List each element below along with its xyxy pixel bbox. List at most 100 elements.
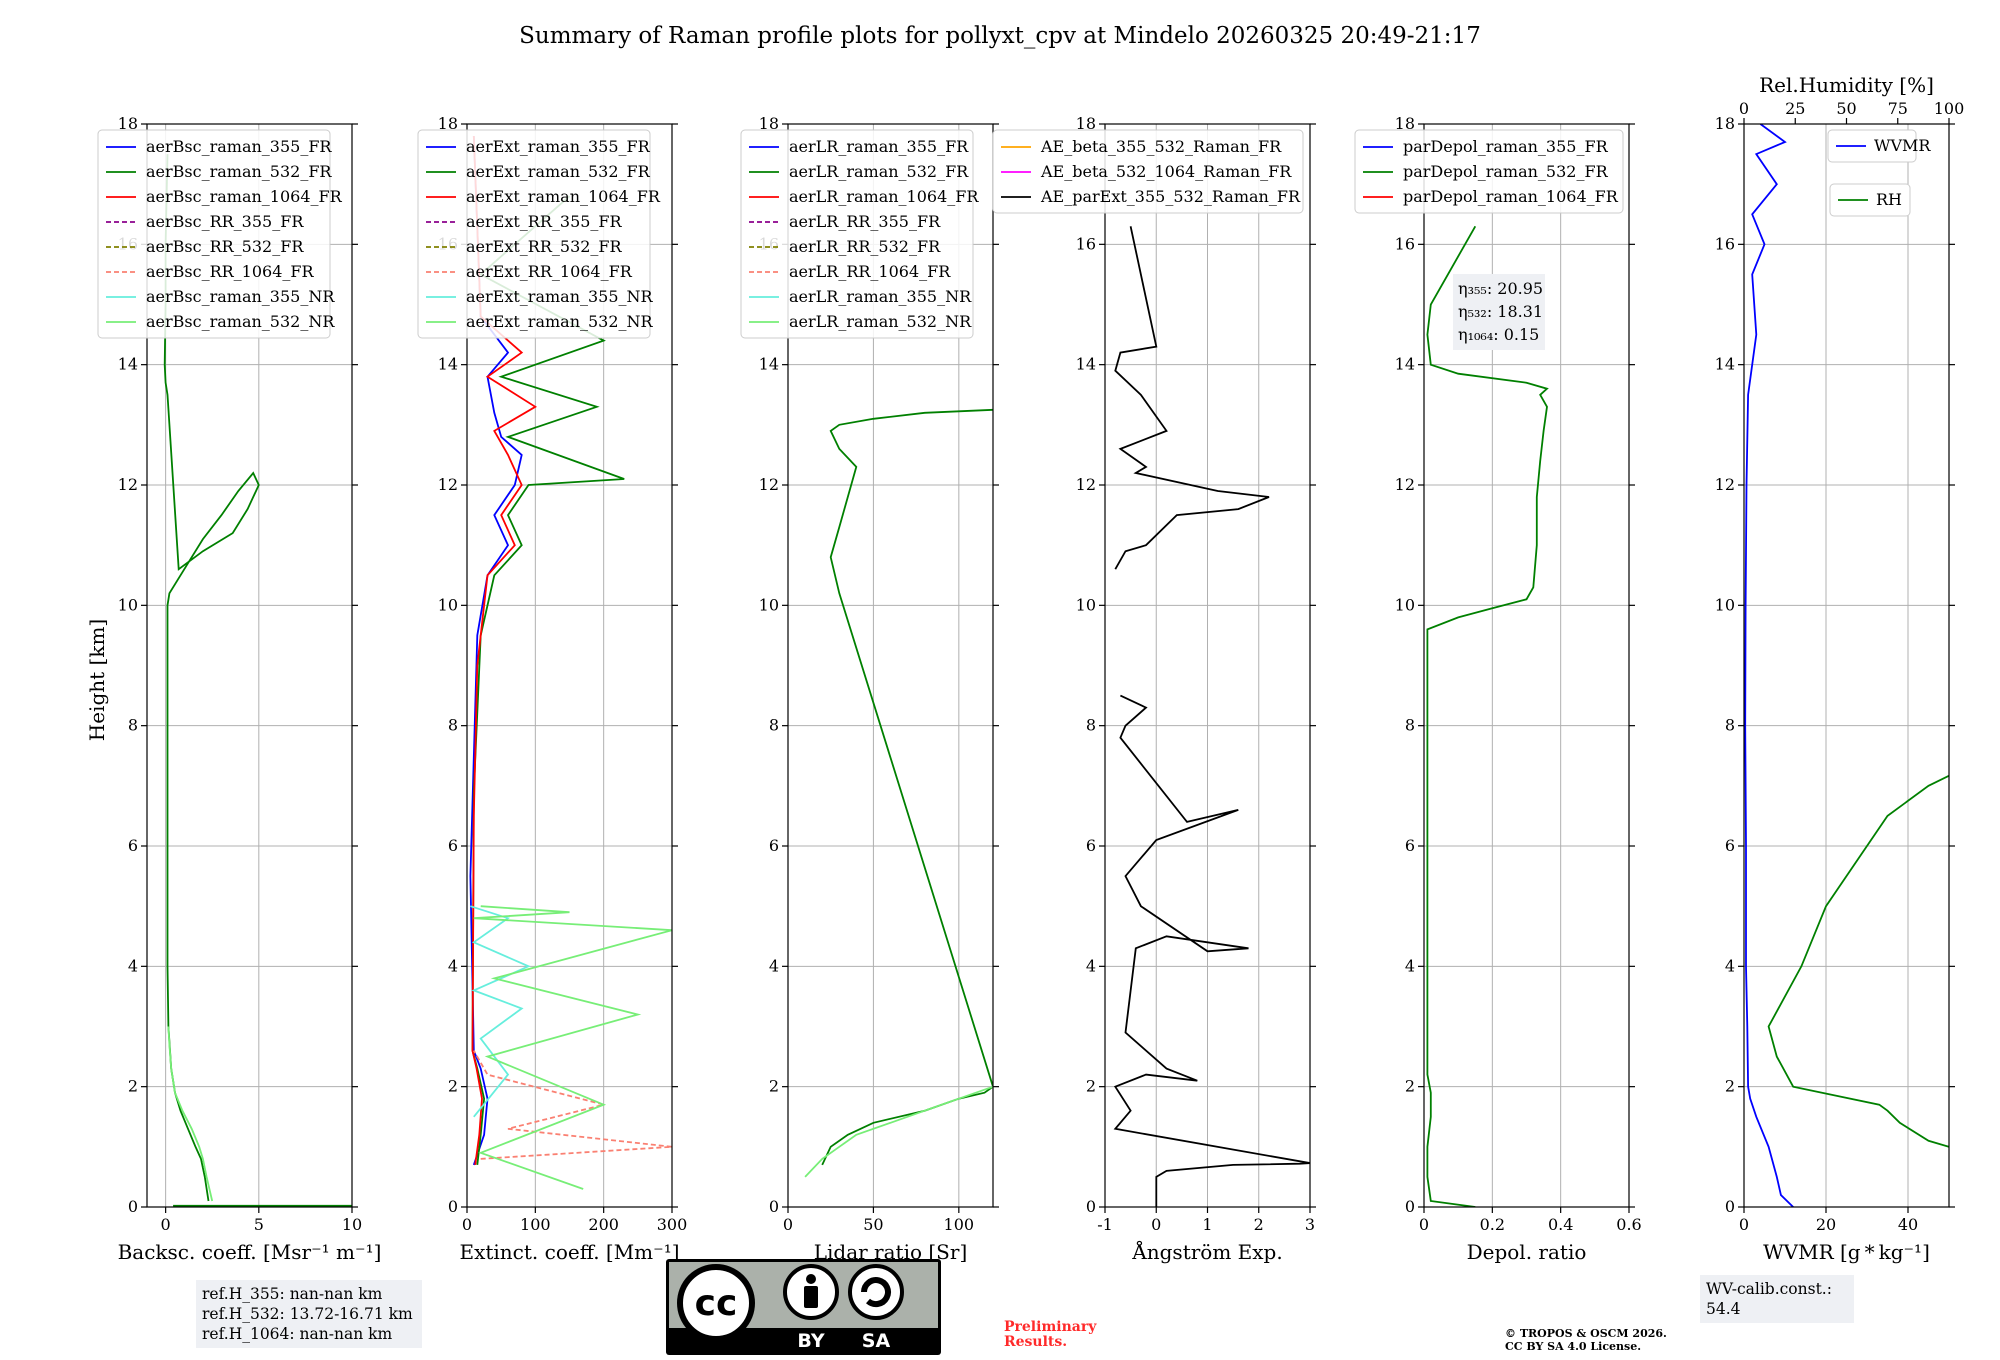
panel-5: 0 0.2 0.4 0.6 0 2 4 6 8 10 12 14 16 18 Depol. ratio par…	[1354, 114, 1642, 1264]
legend-entry: parDepol_raman_1064_FR	[1403, 187, 1619, 206]
y-tick-label: 0	[769, 1197, 779, 1216]
series-group	[1426, 225, 1549, 1207]
axes-frame	[146, 123, 353, 1208]
sa-arrow	[861, 1277, 891, 1308]
legend-entry: aerExt_RR_355_FR	[466, 212, 623, 231]
legend-entry: aerLR_raman_355_FR	[789, 137, 969, 156]
x-axis-label: Extinct. coeff. [Mm⁻¹]	[459, 1240, 679, 1264]
y-tick-label: 16	[1076, 234, 1096, 253]
y-tick-label: 0	[1405, 1197, 1415, 1216]
legend-entry: WVMR	[1874, 136, 1931, 155]
eta-annotation: η₅₃₂: 18.31	[1458, 302, 1543, 321]
legend-entry: aerExt_raman_355_FR	[466, 137, 651, 156]
panel-6: 0 20 40 0 2 4 6 8 10 12 14 16 18 WVMR [g * kg⁻¹] 0 25 50…	[1715, 73, 1965, 1264]
by-person-head	[806, 1274, 816, 1284]
top-tick-label: 75	[1888, 99, 1908, 118]
y-tick-label: 12	[438, 475, 458, 494]
y-tick-label: 0	[128, 1197, 138, 1216]
legend-entry: aerBsc_raman_1064_FR	[146, 187, 343, 206]
legend-entry: aerBsc_RR_532_FR	[146, 237, 304, 256]
y-tick-label: 14	[759, 355, 779, 374]
series-line-aerbsc-raman-532-nr	[167, 1026, 214, 1202]
x-tick-label: 100	[520, 1215, 551, 1234]
y-tick-label: 6	[1405, 836, 1415, 855]
legend-box-wvmr	[1827, 129, 1917, 163]
series-group	[163, 154, 352, 1207]
series-line-wvmr	[1744, 124, 1794, 1207]
y-tick-label: 18	[118, 114, 138, 133]
y-tick-label: 4	[1405, 956, 1415, 975]
legend-box	[992, 129, 1304, 214]
x-tick-label: 40	[1898, 1215, 1918, 1234]
legend-entry: aerExt_RR_1064_FR	[466, 262, 633, 281]
series-line-rh	[1767, 774, 1949, 1148]
y-tick-label: 14	[1395, 355, 1415, 374]
x-tick-label: 0.6	[1616, 1215, 1641, 1234]
legend-entry: aerLR_raman_532_NR	[789, 312, 972, 331]
ref-height-box: ref.H_355: nan-nan km ref.H_532: 13.72-1…	[196, 1280, 422, 1348]
y-tick-label: 6	[128, 836, 138, 855]
y-tick-label: 10	[1715, 595, 1735, 614]
legend-entry: aerExt_raman_355_NR	[466, 287, 654, 306]
x-tick-label: 10	[342, 1215, 362, 1234]
axes-frame	[787, 123, 994, 1208]
ref-h-1064: ref.H_1064: nan-nan km	[202, 1325, 393, 1343]
legend-entry: RH	[1876, 190, 1902, 209]
figure-title: Summary of Raman profile plots for polly…	[519, 23, 1481, 49]
series-line-aerlr-raman-532-fr	[821, 408, 993, 1166]
top-tick-label: 50	[1836, 99, 1856, 118]
y-tick-label: 12	[118, 475, 138, 494]
series-line-aerext-raman-1064-fr	[471, 135, 538, 1166]
preliminary-line-1: Preliminary	[1004, 1319, 1097, 1335]
legend-box	[740, 129, 974, 339]
x-tick-label: 2	[1254, 1215, 1264, 1234]
x-tick-label: 0	[1151, 1215, 1161, 1234]
y-tick-label: 14	[1715, 355, 1735, 374]
legend-entry: aerLR_raman_1064_FR	[789, 187, 979, 206]
x-axis-label: WVMR [g * kg⁻¹]	[1763, 1240, 1930, 1264]
sa-label: SA	[862, 1330, 891, 1352]
x-tick-label: 3	[1305, 1215, 1315, 1234]
y-tick-label: 10	[118, 595, 138, 614]
y-tick-label: 2	[1086, 1077, 1096, 1096]
legend-entry: parDepol_raman_532_FR	[1403, 162, 1609, 181]
y-tick-label: 8	[769, 716, 779, 735]
y-tick-label: 8	[1405, 716, 1415, 735]
series-line-aerext-raman-355-nr	[470, 905, 531, 1118]
preliminary-note: Preliminary Results.	[1004, 1320, 1124, 1350]
series-group	[1113, 226, 1310, 1207]
series-line-pardepol-raman-532-fr	[1426, 225, 1549, 1207]
y-tick-label: 12	[759, 475, 779, 494]
y-tick-label: 8	[1725, 716, 1735, 735]
legend-entry: aerExt_RR_532_FR	[466, 237, 623, 256]
copyright-line-1: © TROPOS & OSCM 2026.	[1505, 1327, 1667, 1340]
series-line-ae-parext-355-532-raman-fr-upper-	[1114, 226, 1270, 570]
legend-entry: AE_parExt_355_532_Raman_FR	[1040, 187, 1301, 206]
axes-frame	[1743, 123, 1950, 1208]
x-tick-label: 0	[1739, 1215, 1749, 1234]
x-tick-label: 200	[588, 1215, 619, 1234]
y-tick-label: 4	[128, 956, 138, 975]
y-tick-label: 2	[448, 1077, 458, 1096]
y-tick-label: 14	[1076, 355, 1096, 374]
legend-entry: AE_beta_532_1064_Raman_FR	[1040, 162, 1292, 181]
y-tick-label: 6	[1725, 836, 1735, 855]
y-tick-label: 18	[438, 114, 458, 133]
y-tick-label: 2	[769, 1077, 779, 1096]
y-tick-label: 8	[448, 716, 458, 735]
x-tick-label: 50	[863, 1215, 883, 1234]
x-tick-label: 0.4	[1548, 1215, 1573, 1234]
y-tick-label: 10	[1076, 595, 1096, 614]
cc-by-sa-badge: cc BY SA	[666, 1259, 941, 1355]
y-tick-label: 16	[1715, 234, 1735, 253]
eta-box	[1453, 274, 1545, 350]
legend-entry: aerLR_RR_355_FR	[789, 212, 941, 231]
x-tick-label: 0	[462, 1215, 472, 1234]
series-line-aerext-rr-1064-fr	[473, 1050, 672, 1160]
legend-entry: aerBsc_raman_355_FR	[146, 137, 332, 156]
y-tick-label: 10	[1395, 595, 1415, 614]
x-tick-label: 5	[254, 1215, 264, 1234]
by-person-body	[804, 1286, 818, 1308]
legend-entry: aerBsc_RR_1064_FR	[146, 262, 315, 281]
